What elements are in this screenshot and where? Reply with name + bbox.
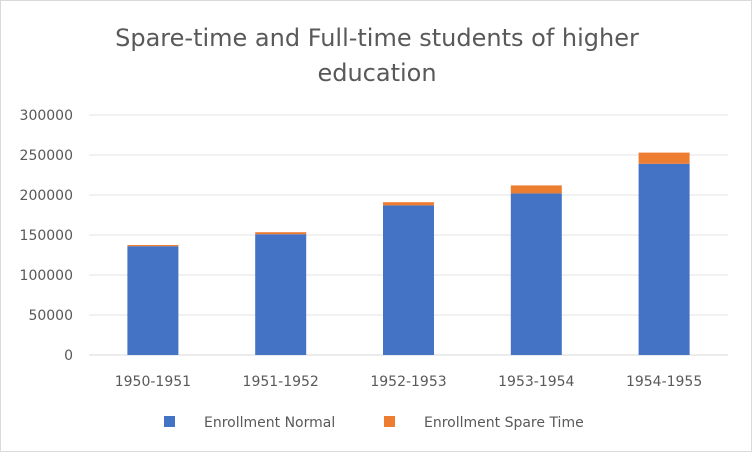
y-tick-label: 150000: [20, 228, 73, 244]
bar-spare-time: [255, 232, 307, 235]
x-axis-ticks: 1950-1951 1951-1952 1952-1953 1953-1954 1954…: [115, 374, 703, 390]
y-tick-label: 100000: [20, 268, 73, 284]
x-tick-label: 1954-1955: [626, 374, 702, 390]
bar-normal: [383, 205, 434, 355]
bar-spare-time: [510, 185, 562, 194]
y-tick-label: 50000: [28, 308, 73, 324]
bar-normal: [255, 234, 307, 355]
legend-swatch: [384, 416, 395, 427]
legend-label: Enrollment Normal: [204, 415, 335, 431]
legend: Enrollment Normal Enrollment Spare Time: [164, 415, 584, 431]
y-tick-label: 300000: [20, 108, 73, 124]
bar-normal: [638, 163, 690, 355]
legend-swatch: [164, 416, 175, 427]
bar-spare-time: [383, 202, 434, 206]
y-tick-label: 200000: [20, 188, 73, 204]
bar-normal: [510, 193, 562, 355]
y-tick-label: 0: [64, 348, 73, 364]
x-tick-label: 1953-1954: [498, 374, 574, 390]
bar-normal: [127, 246, 179, 355]
chart-title-line-2: education: [317, 59, 436, 87]
legend-label: Enrollment Spare Time: [424, 415, 584, 431]
bars: [127, 152, 690, 355]
chart-title-line-1: Spare-time and Full-time students of hig…: [115, 24, 639, 52]
bar-spare-time: [638, 152, 690, 164]
y-axis-ticks: 0 50000 100000 150000 200000 250000 300000: [20, 108, 73, 364]
bar-spare-time: [127, 245, 179, 247]
y-tick-label: 250000: [20, 148, 73, 164]
x-tick-label: 1951-1952: [243, 374, 319, 390]
x-tick-label: 1952-1953: [370, 374, 446, 390]
x-tick-label: 1950-1951: [115, 374, 191, 390]
